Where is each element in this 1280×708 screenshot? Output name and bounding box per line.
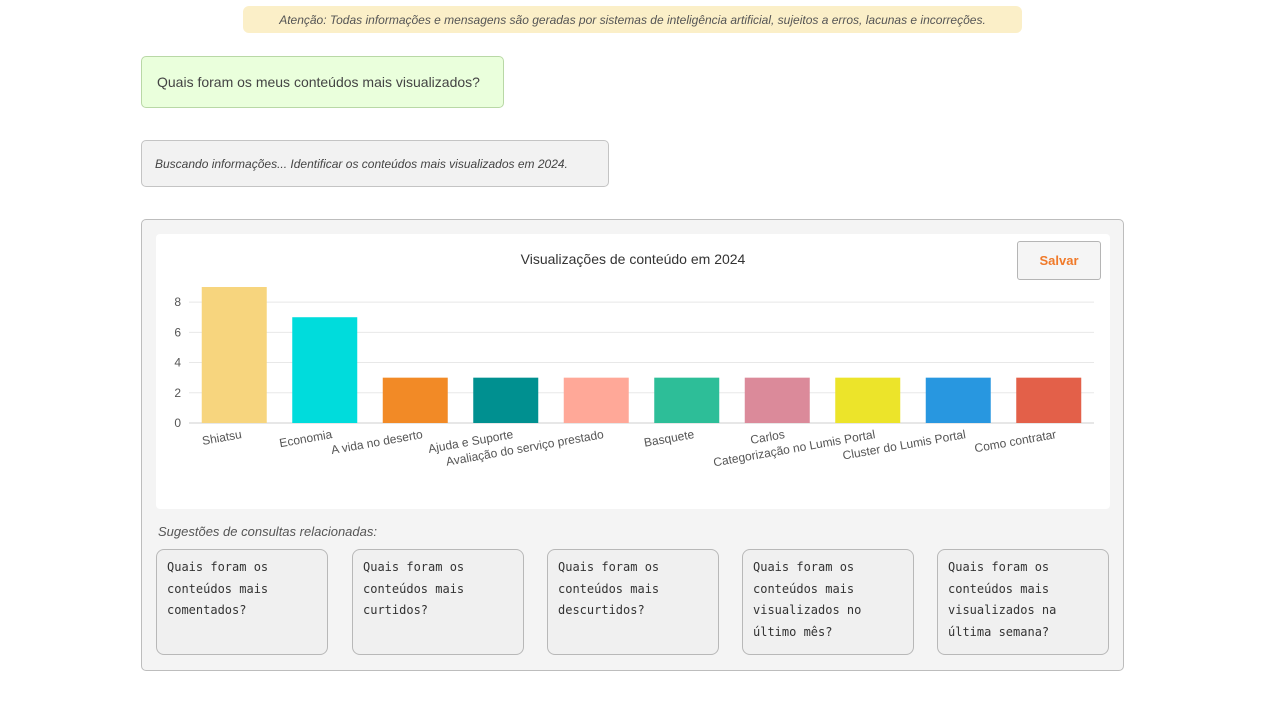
bar-5 (563, 377, 629, 423)
suggestion-most-viewed-week[interactable]: Quais foram os conteúdos mais visualizad… (937, 549, 1109, 655)
suggestion-most-disliked[interactable]: Quais foram os conteúdos mais descurtido… (547, 549, 719, 655)
y-tick-label: 8 (174, 295, 181, 309)
bar-7 (744, 377, 810, 423)
bar-8 (835, 377, 901, 423)
search-status-message: Buscando informações... Identificar os c… (141, 140, 609, 187)
x-tick-label: Economia (278, 427, 333, 450)
bar-6 (654, 377, 720, 423)
bar-chart: Visualizações de conteúdo em 2024 0 2 4 6 8 Sh… (174, 251, 1094, 469)
bar-1 (201, 287, 267, 423)
y-tick-label: 4 (174, 356, 181, 370)
x-tick-label: Shiatsu (201, 427, 243, 448)
user-question-message: Quais foram os meus conteúdos mais visua… (141, 56, 504, 108)
bar-2 (292, 317, 358, 423)
suggestions-title: Sugestões de consultas relacionadas: (158, 524, 377, 539)
chart-title: Visualizações de conteúdo em 2024 (521, 251, 746, 267)
x-tick-label: Carlos (749, 427, 786, 447)
x-tick-label: A vida no deserto (330, 427, 424, 457)
bar-3 (382, 377, 448, 423)
user-question-text: Quais foram os meus conteúdos mais visua… (157, 74, 480, 90)
suggestion-most-liked[interactable]: Quais foram os conteúdos mais curtidos? (352, 549, 524, 655)
bar-chart-card: Visualizações de conteúdo em 2024 0 2 4 6 8 Sh… (156, 234, 1110, 509)
result-panel: Visualizações de conteúdo em 2024 0 2 4 6 8 Sh… (141, 219, 1124, 671)
bar-9 (925, 377, 991, 423)
bar-4 (473, 377, 539, 423)
x-tick-label: Como contratar (973, 427, 1057, 455)
suggestion-most-commented[interactable]: Quais foram os conteúdos mais comentados… (156, 549, 328, 655)
suggestion-most-viewed-month[interactable]: Quais foram os conteúdos mais visualizad… (742, 549, 914, 655)
search-status-text: Buscando informações... Identificar os c… (155, 156, 568, 171)
y-tick-label: 6 (174, 325, 181, 339)
x-tick-label: Basquete (643, 427, 696, 450)
save-button[interactable]: Salvar (1017, 241, 1101, 280)
y-tick-label: 0 (174, 416, 181, 430)
y-tick-label: 2 (174, 386, 181, 400)
ai-disclaimer-notice: Atenção: Todas informações e mensagens s… (243, 6, 1022, 33)
bar-10 (1016, 377, 1082, 423)
